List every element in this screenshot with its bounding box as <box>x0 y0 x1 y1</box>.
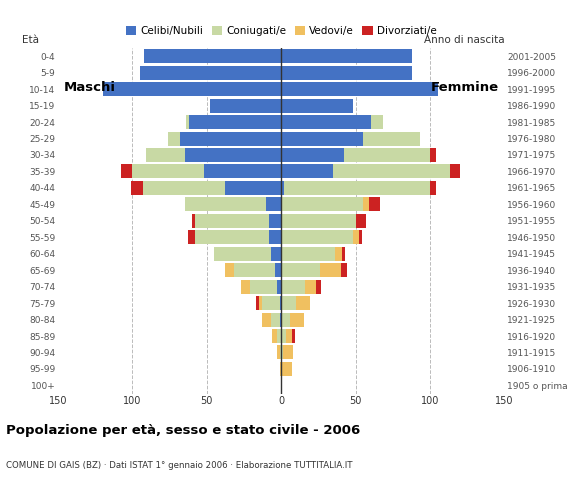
Bar <box>269 230 281 244</box>
Bar <box>266 197 281 211</box>
Bar <box>358 230 362 244</box>
Bar <box>281 296 296 310</box>
Bar <box>290 312 304 326</box>
Bar <box>277 346 280 360</box>
Bar <box>363 132 420 145</box>
Text: COMUNE DI GAIS (BZ) · Dati ISTAT 1° gennaio 2006 · Elaborazione TUTTITALIA.IT: COMUNE DI GAIS (BZ) · Dati ISTAT 1° genn… <box>6 461 352 470</box>
Bar <box>281 197 363 211</box>
Bar <box>281 115 371 129</box>
Bar <box>305 280 316 294</box>
Bar <box>281 230 353 244</box>
Bar <box>250 280 277 294</box>
Bar <box>281 148 344 162</box>
Bar <box>280 296 281 310</box>
Bar <box>334 165 450 179</box>
Bar <box>286 329 292 343</box>
Bar <box>369 197 379 211</box>
Bar <box>296 296 310 310</box>
Bar <box>269 214 281 228</box>
Bar <box>342 247 345 261</box>
Bar <box>371 115 383 129</box>
Bar <box>234 263 276 277</box>
Bar <box>430 148 436 162</box>
Bar <box>204 165 281 179</box>
Bar <box>140 66 281 80</box>
Bar <box>281 66 412 80</box>
Bar <box>224 181 281 195</box>
Bar <box>146 148 184 162</box>
Bar <box>184 197 266 211</box>
Bar <box>341 263 347 277</box>
Bar <box>273 329 277 343</box>
Bar <box>186 115 189 129</box>
Bar <box>277 280 281 294</box>
Bar <box>192 214 195 228</box>
Text: Popolazione per età, sesso e stato civile - 2006: Popolazione per età, sesso e stato civil… <box>6 424 360 437</box>
Bar <box>335 247 342 261</box>
Bar <box>363 197 369 211</box>
Bar <box>280 362 281 376</box>
Bar <box>180 132 281 145</box>
Bar <box>344 148 430 162</box>
Bar <box>281 98 353 113</box>
Bar <box>283 346 293 360</box>
Bar <box>281 214 356 228</box>
Bar <box>281 132 363 145</box>
Bar <box>143 181 224 195</box>
Bar <box>259 296 262 310</box>
Bar <box>281 329 286 343</box>
Bar <box>281 312 290 326</box>
Bar <box>281 247 335 261</box>
Bar <box>215 247 271 261</box>
Bar <box>356 214 366 228</box>
Bar <box>277 329 281 343</box>
Bar <box>271 247 281 261</box>
Bar <box>450 165 460 179</box>
Bar <box>103 82 281 96</box>
Bar <box>280 312 281 326</box>
Bar <box>210 98 281 113</box>
Bar <box>131 181 143 195</box>
Bar <box>256 296 259 310</box>
Text: Femmine: Femmine <box>430 81 499 94</box>
Bar <box>184 148 281 162</box>
Text: Età: Età <box>22 35 39 45</box>
Bar <box>281 362 292 376</box>
Bar <box>187 230 195 244</box>
Bar <box>241 280 250 294</box>
Bar <box>353 230 358 244</box>
Bar <box>316 280 321 294</box>
Bar <box>195 214 269 228</box>
Bar <box>224 263 234 277</box>
Bar <box>262 312 271 326</box>
Bar <box>195 230 269 244</box>
Bar <box>281 82 438 96</box>
Bar <box>281 181 284 195</box>
Bar <box>430 181 436 195</box>
Bar <box>292 329 295 343</box>
Text: Anno di nascita: Anno di nascita <box>424 35 505 45</box>
Bar <box>189 115 281 129</box>
Bar <box>168 132 180 145</box>
Bar <box>276 263 281 277</box>
Bar <box>144 49 281 63</box>
Bar <box>262 296 280 310</box>
Bar <box>284 181 430 195</box>
Text: Maschi: Maschi <box>64 81 116 94</box>
Bar <box>132 165 204 179</box>
Bar <box>281 346 283 360</box>
Bar <box>281 263 320 277</box>
Bar <box>281 49 412 63</box>
Bar <box>281 165 334 179</box>
Legend: Celibi/Nubili, Coniugati/e, Vedovi/e, Divorziati/e: Celibi/Nubili, Coniugati/e, Vedovi/e, Di… <box>122 22 441 40</box>
Bar <box>121 165 132 179</box>
Bar <box>271 312 280 326</box>
Bar <box>320 263 341 277</box>
Bar <box>280 346 281 360</box>
Bar <box>281 280 305 294</box>
